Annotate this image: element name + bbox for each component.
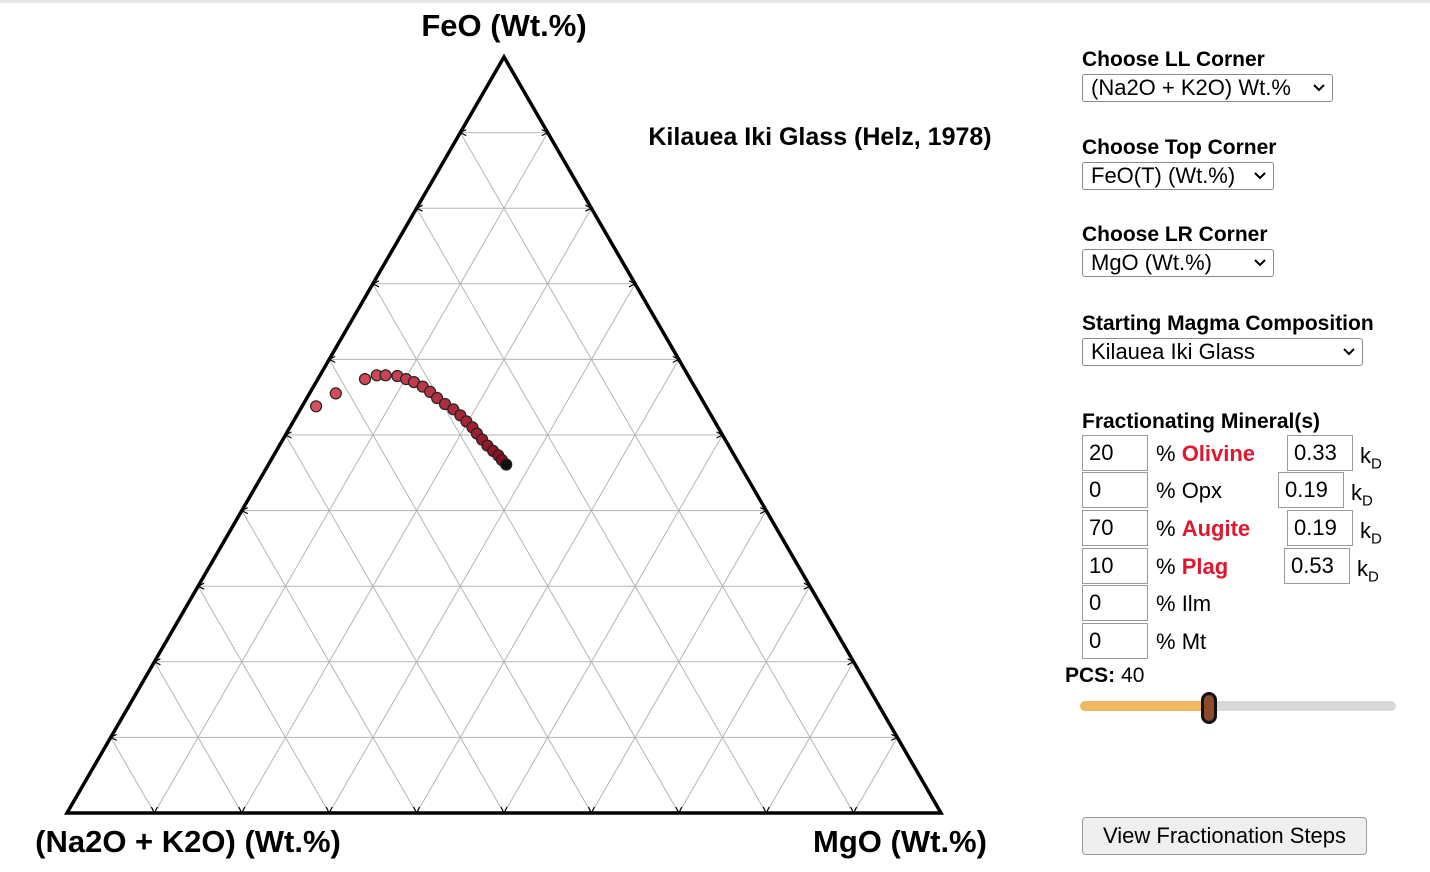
olivine-kd-label: kD [1360,443,1382,473]
lr-corner-label: MgO (Wt.%) [813,824,987,859]
chevron-down-icon [1313,84,1325,92]
augite-kd-label: kD [1360,518,1382,548]
grid-line-diagonal-right [416,207,767,814]
grid-line-diagonal-left [678,585,811,814]
fractionating-label: Fractionating Mineral(s) [1082,410,1321,433]
ilm-label: % Ilm [1156,591,1212,616]
ll-corner-label-text: Choose LL Corner [1082,48,1265,71]
opx-label: % Opx [1156,478,1223,503]
olivine-percent-input[interactable] [1082,435,1148,471]
top-corner-label: FeO (Wt.%) [421,8,586,43]
lr-corner-select[interactable]: MgO (Wt.%) [1082,249,1274,277]
chevron-down-icon [1343,348,1355,356]
magma-value: Kilauea Iki Glass [1091,339,1255,364]
grid-line-diagonal-left [853,737,898,814]
data-point [310,400,323,413]
ilm-percent-input[interactable] [1082,585,1148,621]
data-point [379,369,392,382]
plag-kd-input[interactable] [1284,548,1350,584]
grid-line-diagonal-right [459,132,855,814]
plag-label: % Plag [1156,554,1229,579]
pcs-slider-track[interactable] [1210,701,1396,711]
mt-label: % Mt [1156,629,1207,654]
plag-percent-input[interactable] [1082,548,1148,584]
mt-percent-input[interactable] [1082,623,1148,659]
ll-corner-select[interactable]: (Na2O + K2O) Wt.% [1082,74,1333,102]
data-point [329,387,342,400]
pcs-label: PCS: [1065,664,1116,687]
pcs-slider-thumb[interactable] [1201,692,1217,724]
ternary-plot: FeO (Wt.%) (Na2O + K2O) (Wt.%) MgO (Wt.%… [35,8,991,859]
opx-kd-label: kD [1351,480,1373,510]
olivine-label: % Olivine [1156,441,1256,466]
olivine-kd-input[interactable] [1287,435,1353,471]
magma-label-text: Starting Magma Composition [1082,312,1374,335]
plot-title: Kilauea Iki Glass (Helz, 1978) [648,123,991,151]
grid-line-diagonal-left [153,132,549,814]
chevron-down-icon [1254,259,1266,267]
augite-label: % Augite [1156,516,1251,541]
data-point [358,373,372,386]
top-border [0,0,1430,3]
grid-line-diagonal-right [285,434,505,814]
triangle-outline [63,53,945,815]
opx-percent-input[interactable] [1082,472,1148,508]
grid-line-diagonal-right [372,283,680,814]
ll-corner-value: (Na2O + K2O) Wt.% [1091,75,1291,100]
top-corner-label-text: Choose Top Corner [1082,136,1277,159]
grid-line-diagonal-left [241,207,592,814]
pcs-slider-fill[interactable] [1080,701,1210,711]
ll-corner-control: Choose LL Corner (Na2O + K2O) Wt.% [1082,48,1333,102]
lr-corner-value: MgO (Wt.%) [1091,250,1212,275]
chevron-down-icon [1254,172,1266,180]
magma-select[interactable]: Kilauea Iki Glass [1082,338,1363,366]
ll-corner-label: (Na2O + K2O) (Wt.%) [35,824,341,859]
top-corner-control: Choose Top Corner FeO(T) (Wt.%) [1082,136,1276,190]
top-corner-select[interactable]: FeO(T) (Wt.%) [1082,162,1274,190]
grid-line-diagonal-right [110,737,155,814]
augite-kd-input[interactable] [1287,510,1353,546]
pcs-value: 40 [1121,664,1145,687]
augite-percent-input[interactable] [1082,510,1148,546]
lr-corner-control: Choose LR Corner MgO (Wt.%) [1082,223,1274,277]
plag-kd-label: kD [1357,556,1379,586]
grid-line-diagonal-left [328,283,636,814]
magma-control: Starting Magma Composition Kilauea Iki G… [1082,312,1374,366]
opx-kd-input[interactable] [1278,472,1344,508]
ternary-grid [109,129,899,815]
grid-line-diagonal-left [503,434,723,814]
grid-line-diagonal-right [197,585,330,814]
pcs-readout: PCS: 40 [1065,664,1144,688]
data-point [500,458,513,471]
top-corner-value: FeO(T) (Wt.%) [1091,163,1236,188]
data-points [310,369,513,471]
lr-corner-label-text: Choose LR Corner [1082,223,1268,246]
view-fractionation-steps-button[interactable]: View Fractionation Steps [1082,817,1367,855]
